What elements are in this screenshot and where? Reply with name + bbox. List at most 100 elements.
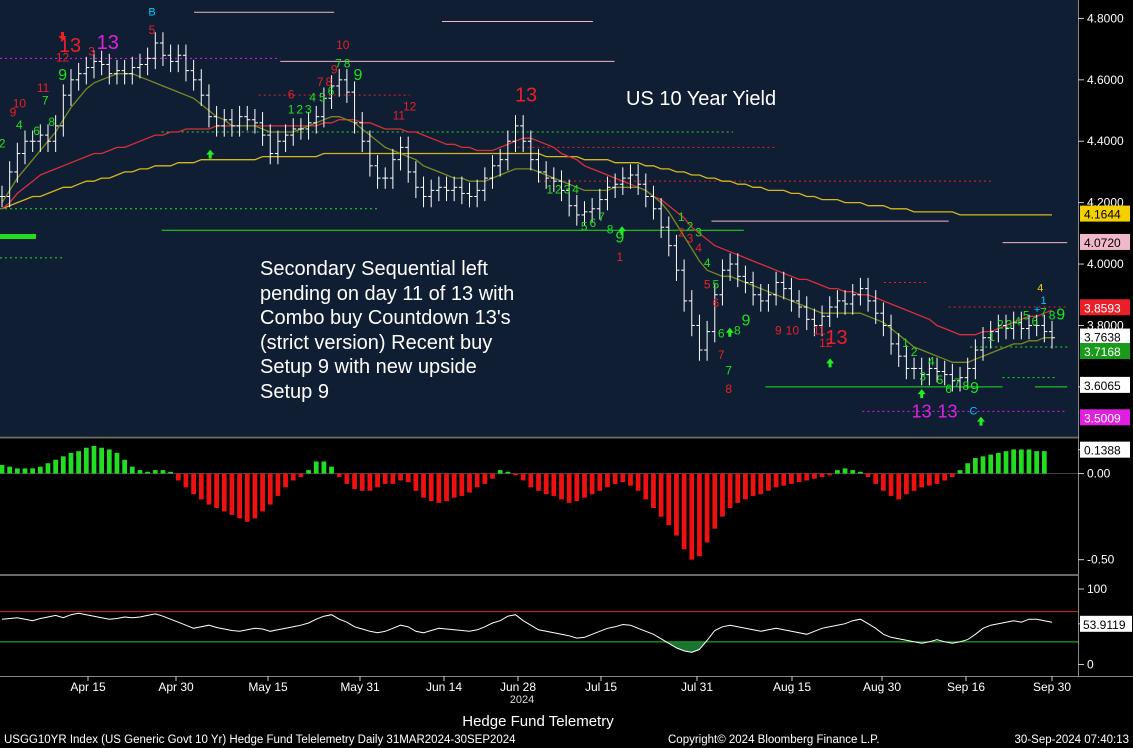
oscillator-bar [666,473,672,526]
oscillator-bar [812,473,817,479]
sequential-count-label: 2 [296,103,303,117]
oscillator-bar [83,447,89,474]
oscillator-bar [620,473,626,483]
oscillator-bar [260,473,265,512]
oscillator-bar [298,473,304,477]
oscillator-panel [0,440,1078,574]
analysis-note-line: Secondary Sequential left [260,258,488,280]
oscillator-bar [543,473,549,495]
oscillator-bar [949,473,955,477]
buy-arrow-icon [976,416,985,426]
sequential-count-label: 7 [598,210,605,224]
sequential-count-label: 3 [687,232,694,246]
buy-arrow-icon [206,149,215,159]
oscillator-bar [76,451,82,474]
sequential-count-label: 3 [564,182,571,196]
sequential-count-label: 1 [678,210,685,224]
sequential-count-label: 6 [945,382,952,396]
rsi-line [1,612,1053,653]
sequential-count-label: 11 [37,81,50,95]
sequential-count-label: 4 [704,256,711,270]
sequential-count-label: 4 [1014,314,1021,328]
oscillator-bar [858,471,863,474]
oscillator-bar [589,473,595,495]
oscillator-bar [106,449,112,474]
oscillator-bar [482,473,488,484]
rsi-oversold-fill [661,641,961,653]
oscillator-value-label: 0.1388 [1084,444,1121,458]
sequential-count-label: 10 [336,38,350,52]
sequential-count-label: 2 [678,225,685,239]
oscillator-bar [1041,451,1047,474]
legend-swatch [0,234,36,239]
sequential-count-label: 1 [546,182,553,196]
oscillator-bar [474,473,480,488]
oscillator-bar [735,473,741,503]
oscillator-bar [750,473,756,496]
price-tag [1080,343,1130,360]
oscillator-bar [321,461,327,474]
footer-center-label: Hedge Fund Telemetry [462,713,614,730]
oscillator-bar [497,470,503,474]
oscillator-bar [582,473,587,498]
sequential-count-label: 5 [937,373,944,387]
oscillator-bar [329,466,334,474]
analysis-note-line: Combo buy Countdown 13's [260,307,511,330]
oscillator-bar [1011,449,1017,474]
sequential-count-label: 7 [317,75,324,89]
oscillator-value-tag [1080,441,1130,458]
oscillator-bar [934,473,940,484]
oscillator-bar [972,458,978,474]
sequential-count-label: 7 [335,57,342,71]
oscillator-bar [926,473,932,486]
oscillator-bar [398,473,403,481]
x-axis-label: Aug 30 [863,680,901,694]
oscillator-bar [835,470,840,474]
oscillator-bar [520,473,526,481]
sequential-count-label: 9 [775,324,782,338]
price-axis-label: 4.0000 [1087,257,1124,271]
analysis-note-line: Setup 9 [260,380,329,403]
sequential-count-label: 3 [305,103,312,117]
buy-arrow-icon [618,226,627,236]
oscillator-bar [842,468,848,474]
oscillator-bar [436,473,442,503]
oscillator-bar [283,473,288,488]
rsi-value-tag [1080,615,1132,632]
sequential-count-label: 13 [825,327,847,349]
oscillator-bar [919,473,925,488]
oscillator-bar [459,473,465,496]
sell-arrow-icon [58,32,67,41]
oscillator-axis-label: 0.00 [1087,467,1111,481]
oscillator-bar [352,473,357,490]
oscillator-bar [467,473,472,493]
sequential-count-label: 5 [704,278,711,292]
sequential-count-label: 7 [42,93,49,107]
oscillator-bar [1003,451,1009,474]
x-axis-year: 2024 [510,694,534,706]
sequential-count-label: 7 [1040,305,1047,319]
oscillator-bar [0,464,5,474]
oscillator-bar [796,473,802,483]
sequential-count-label: 9 [1056,306,1065,323]
sequential-count-label: 6 [1032,314,1039,328]
analysis-note-line: Setup 9 with new upside [260,356,477,379]
x-axis-label: Jun 14 [426,680,462,694]
price-tag-label: 4.1644 [1084,208,1121,222]
sequential-count-label: 5 [581,219,588,233]
oscillator-bar [214,473,219,508]
oscillator-bar [336,473,342,477]
oscillator-bar [957,470,963,474]
oscillator-bar [198,473,204,500]
x-axis-label: Jun 28 [500,680,536,694]
oscillator-bar [1018,449,1024,474]
oscillator-bar [612,473,618,484]
sequential-count-label: 4 [695,241,702,255]
oscillator-bar [605,473,610,488]
oscillator-bar [160,470,166,474]
sequential-count-label: 11 [813,324,826,338]
sequential-count-label: 8 [607,222,614,236]
moving-average-yellow [1,152,1052,216]
oscillator-bar [727,473,733,508]
oscillator-bar [681,473,687,550]
